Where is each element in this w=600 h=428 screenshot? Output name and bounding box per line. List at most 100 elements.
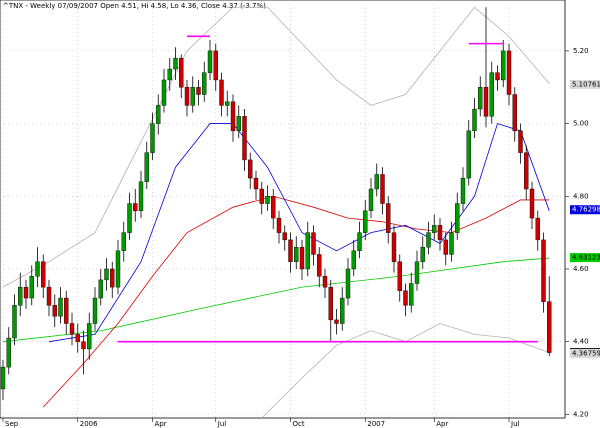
candle-body	[81, 341, 86, 350]
candle-body	[495, 72, 500, 81]
y-tick-label: 4.20	[573, 410, 589, 418]
indicator-line	[2, 6, 550, 288]
candle-body	[196, 87, 201, 95]
candle-body	[524, 152, 529, 190]
last-value-label: 4.76298	[572, 206, 600, 214]
candle-body	[248, 159, 253, 179]
candle-body	[386, 203, 391, 233]
candle-body	[213, 50, 218, 81]
candle-body	[35, 261, 40, 277]
candle-body	[432, 225, 437, 233]
candle-body	[64, 297, 69, 324]
candle-body	[374, 174, 379, 190]
candle-body	[506, 50, 512, 95]
x-tick-label: Jul	[217, 420, 227, 428]
candle-body	[104, 268, 109, 281]
x-tick-label: 2007	[367, 420, 385, 428]
candle-body	[242, 116, 247, 161]
candle-body	[466, 130, 471, 179]
x-tick-label: Sep	[5, 420, 19, 428]
candle-body	[489, 72, 494, 117]
candle-body	[460, 177, 466, 204]
last-value-label: 5.10761	[572, 80, 600, 88]
candle-body	[58, 297, 63, 317]
candle-body	[110, 268, 115, 288]
indicator-line	[42, 195, 550, 408]
candle-body	[397, 261, 402, 291]
candle-body	[29, 276, 34, 299]
candle-body	[340, 297, 345, 324]
candle-body	[276, 217, 282, 233]
candle-body	[294, 246, 299, 262]
candle-body	[345, 268, 351, 299]
candle-body	[75, 334, 80, 342]
candle-body	[265, 196, 270, 204]
candle-body	[98, 279, 103, 299]
last-value-label: 4.63123	[572, 254, 600, 262]
candle-body	[409, 283, 414, 306]
candle-body	[483, 87, 489, 117]
candle-body	[121, 232, 126, 251]
last-value-box	[570, 348, 600, 358]
candle-body	[288, 239, 293, 262]
candle-body	[52, 305, 57, 317]
y-tick-label: 4.40	[573, 338, 589, 346]
y-tick-label: 5.20	[573, 47, 589, 55]
candle-body	[161, 79, 167, 106]
last-value-label: 4.36759	[572, 349, 600, 357]
candle-body	[351, 250, 356, 270]
candle-body	[219, 79, 224, 106]
candle-body	[253, 177, 259, 190]
candle-body	[282, 232, 287, 241]
candle-body	[150, 123, 155, 153]
plot-frame	[0, 0, 566, 419]
candle-body	[271, 196, 276, 219]
candle-body	[12, 305, 17, 339]
x-tick-label: Jul	[510, 420, 520, 428]
candle-body	[6, 337, 11, 368]
candle-body	[46, 286, 52, 306]
y-tick-label: 4.80	[573, 192, 589, 200]
candle-body	[179, 57, 184, 88]
candle-body	[69, 323, 75, 335]
candle-body	[391, 232, 397, 262]
candle-body	[92, 297, 98, 324]
candle-body	[547, 301, 552, 353]
candle-body	[207, 50, 213, 73]
candle-body	[535, 217, 540, 241]
candle-body	[380, 174, 385, 204]
x-tick-label: Oct	[293, 420, 305, 428]
y-tick-label: 5.00	[573, 120, 589, 128]
candle-body	[449, 232, 454, 255]
candle-body	[0, 366, 6, 390]
candle-body	[41, 261, 46, 288]
candle-body	[311, 232, 316, 255]
candle-body	[368, 188, 374, 212]
candle-body	[127, 203, 132, 233]
candle-body	[156, 105, 161, 124]
indicator-line	[48, 123, 550, 343]
candle-body	[426, 232, 431, 248]
x-tick-label: Apr	[436, 420, 448, 428]
candle-body	[202, 72, 207, 95]
candle-body	[512, 94, 517, 132]
candle-body	[529, 188, 535, 219]
candle-body	[541, 239, 546, 302]
chart-title: ^TNX - Weekly 07/09/2007 Open 4.51, Hi 4…	[3, 2, 266, 10]
last-value-box	[570, 253, 600, 263]
indicator-line	[2, 257, 550, 343]
candle-body	[501, 50, 506, 81]
candle-body	[138, 181, 144, 212]
candle-body	[357, 232, 362, 251]
candle-body	[259, 188, 264, 204]
candle-body	[133, 203, 138, 212]
candle-body	[23, 286, 29, 299]
candle-body	[328, 286, 333, 321]
candle-body	[115, 250, 121, 288]
candle-body	[322, 276, 328, 288]
candle-body	[305, 232, 310, 270]
candle-body	[225, 101, 230, 106]
candle-body	[478, 87, 483, 110]
candle-body	[443, 239, 448, 255]
